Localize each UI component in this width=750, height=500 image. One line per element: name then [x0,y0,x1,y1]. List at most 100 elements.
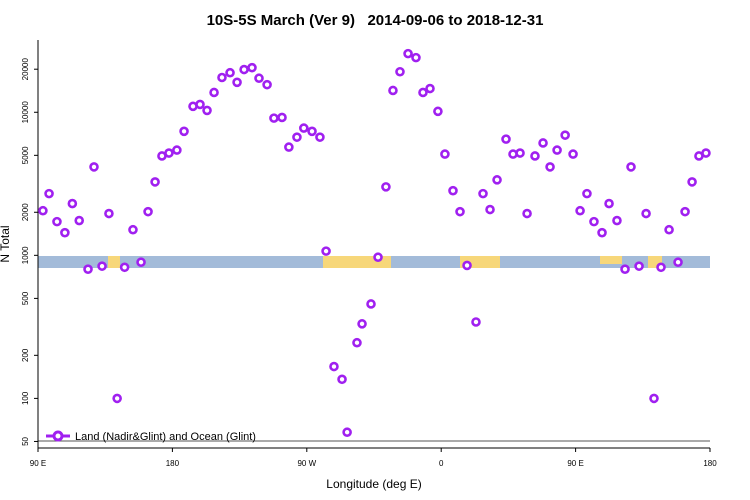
point [485,204,495,215]
point [217,72,227,83]
point [701,148,711,158]
point [649,393,659,404]
x-tick-label: 90 E [567,459,583,468]
y-tick-label: 2000 [21,203,30,221]
point [269,113,279,123]
point [44,188,54,199]
point [315,132,325,142]
point [254,73,264,84]
point [292,132,302,142]
point [575,205,585,216]
point [352,337,362,348]
point [262,79,272,90]
point [687,177,697,187]
point [641,208,651,219]
point [329,361,339,372]
point [143,206,153,217]
y-tick-label: 5000 [21,146,30,164]
point [209,87,219,98]
point [411,52,421,63]
point [395,66,405,77]
point [97,261,107,271]
x-tick-label: 0 [439,459,444,468]
x-tick-label: 180 [703,459,717,468]
point [552,145,562,155]
point [112,393,122,404]
x-tick-label: 180 [166,459,180,468]
point [247,62,257,73]
y-tick-label: 1000 [21,246,30,264]
point [515,148,525,158]
point [277,112,287,123]
point [620,264,630,274]
point [626,162,636,172]
legend: Land (Nadir&Glint) and Ocean (Glint) [46,430,256,443]
point [597,227,607,238]
point [522,208,532,219]
point [164,148,174,158]
point [119,262,130,273]
point [299,123,309,133]
point [612,215,622,226]
point [656,262,666,273]
y-tick-label: 50 [21,436,30,445]
point [673,257,683,268]
x-axis-label: Longitude (deg E) [326,477,421,491]
point [232,77,242,88]
point [321,246,331,256]
y-tick-label: 10000 [21,101,30,124]
point [38,205,48,216]
point [195,99,205,110]
y-tick-label: 20000 [21,58,30,81]
y-tick-label: 500 [21,291,30,305]
x-tick-label: 90 E [30,459,46,468]
point [538,138,548,148]
point [202,105,212,116]
point [560,130,570,140]
point [589,216,599,227]
point [337,374,347,385]
legend-marker [52,430,64,442]
point [455,206,465,217]
point [634,261,644,271]
point [172,145,182,155]
point [530,151,540,161]
point [680,206,690,217]
point [89,162,99,172]
point [136,257,146,268]
point [501,134,511,144]
point [448,185,458,196]
point [425,83,435,94]
point [471,317,481,327]
point [179,126,189,137]
point [366,299,376,309]
y-axis-label: N Total [0,225,12,262]
point [128,224,138,235]
point [582,188,592,199]
point [60,227,70,238]
point [664,224,674,235]
point [462,260,472,271]
point [74,215,85,226]
y-tick-label: 200 [21,348,30,362]
point [373,252,383,263]
point [307,126,317,137]
point [52,216,62,227]
point [388,85,398,96]
point [150,177,160,187]
point [418,87,428,98]
point [342,427,352,438]
legend-label: Land (Nadir&Glint) and Ocean (Glint) [75,431,256,443]
point [357,319,367,329]
point [104,208,114,219]
point [440,149,450,159]
point [492,175,502,185]
point [545,162,555,172]
point [403,48,413,59]
point [604,198,614,209]
y-tick-label: 100 [21,391,30,405]
point [381,182,391,192]
point [433,106,443,117]
point [67,198,78,209]
